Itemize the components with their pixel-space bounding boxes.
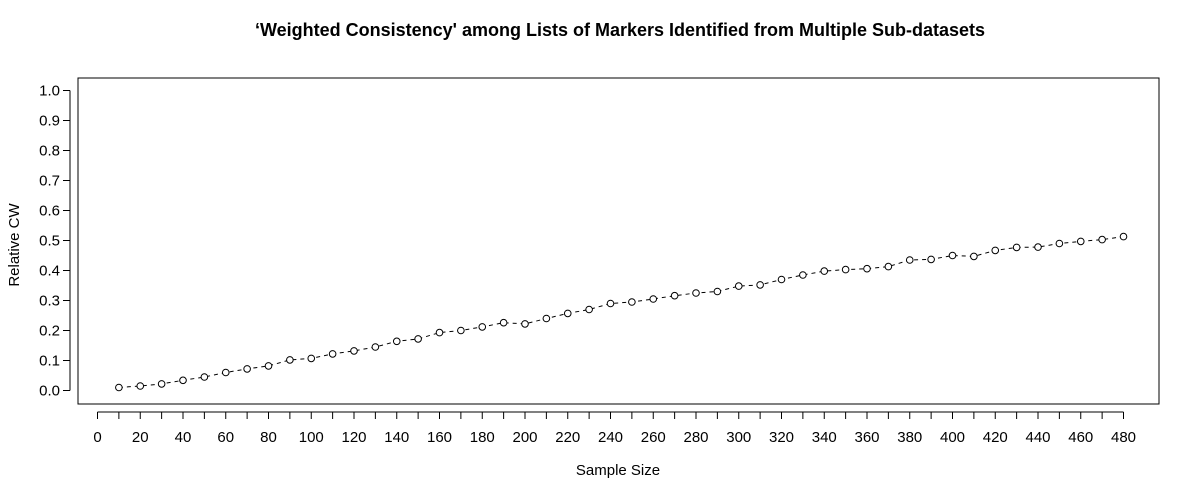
data-point <box>905 256 914 264</box>
x-tick-label: 40 <box>175 429 192 446</box>
data-point <box>841 265 850 274</box>
x-tick-label: 340 <box>812 429 837 446</box>
data-point <box>863 264 871 273</box>
data-point <box>115 383 123 392</box>
y-axis-label: Relative CW <box>6 202 23 286</box>
data-point <box>264 362 273 370</box>
x-axis: 0 20 40 60 80 100 120 140 160 180 200 220 240 260 280 3… <box>93 411 1136 446</box>
y-tick-label: 0.9 <box>39 113 60 130</box>
data-point <box>1076 237 1085 246</box>
x-tick-label: 60 <box>217 429 234 446</box>
data-point <box>1119 232 1128 241</box>
data-point <box>734 282 743 290</box>
data-point <box>521 320 529 328</box>
x-tick-label: 400 <box>940 429 965 446</box>
data-point <box>307 354 316 363</box>
data-point <box>628 298 636 306</box>
data-point <box>478 323 487 331</box>
data-point <box>286 356 294 364</box>
data-point <box>713 287 722 296</box>
data-point <box>927 255 935 264</box>
y-tick-label: 0.1 <box>39 353 60 370</box>
x-tick-label: 220 <box>555 429 580 446</box>
data-point <box>1098 235 1106 244</box>
x-tick-label: 100 <box>299 429 324 446</box>
x-tick-label: 360 <box>854 429 879 446</box>
data-point <box>777 275 786 284</box>
y-tick-label: 0.3 <box>39 293 60 310</box>
data-point <box>948 251 957 260</box>
data-point <box>799 271 807 279</box>
x-tick-label: 460 <box>1068 429 1093 446</box>
y-tick-label: 0.2 <box>39 323 60 340</box>
plot-frame <box>77 77 1160 405</box>
data-point <box>435 328 444 337</box>
data-point <box>243 365 251 373</box>
data-point <box>585 305 593 314</box>
x-tick-label: 20 <box>132 429 149 446</box>
data-point <box>179 376 187 385</box>
x-tick-label: 420 <box>983 429 1008 446</box>
data-point <box>820 267 829 275</box>
data-point <box>542 314 551 323</box>
y-axis: 0.0 0.1 0.2 0.3 0.4 0.5 0.6 0.7 0.8 0.9 1.0 <box>39 83 71 400</box>
x-tick-label: 120 <box>341 429 366 446</box>
data-point <box>1055 239 1064 248</box>
x-tick-label: 80 <box>260 429 277 446</box>
data-point <box>692 289 700 297</box>
data-point <box>756 281 764 289</box>
data-point <box>457 326 465 335</box>
y-tick-label: 1.0 <box>39 83 60 100</box>
y-tick-label: 0.6 <box>39 203 60 220</box>
data-point <box>499 318 508 327</box>
data-point <box>606 299 615 308</box>
y-tick-label: 0.0 <box>39 383 60 400</box>
x-tick-label: 160 <box>427 429 452 446</box>
x-tick-label: 380 <box>897 429 922 446</box>
x-tick-label: 240 <box>598 429 623 446</box>
data-point <box>221 368 230 377</box>
data-point <box>392 337 401 346</box>
x-axis-label: Sample Size <box>576 462 660 479</box>
x-tick-label: 440 <box>1025 429 1050 446</box>
data-point <box>328 350 337 358</box>
x-tick-label: 480 <box>1111 429 1136 446</box>
y-tick-label: 0.4 <box>39 263 60 280</box>
data-point <box>371 343 380 351</box>
data-point <box>991 246 1000 255</box>
x-tick-label: 300 <box>726 429 751 446</box>
y-tick-label: 0.8 <box>39 143 60 160</box>
x-tick-label: 0 <box>93 429 101 446</box>
y-tick-label: 0.5 <box>39 233 60 250</box>
data-point <box>1034 243 1042 251</box>
data-points <box>115 232 1128 392</box>
data-point <box>670 291 679 300</box>
data-point <box>200 373 209 381</box>
data-point <box>157 380 166 388</box>
chart-title: ‘Weighted Consistency' among Lists of Ma… <box>255 20 985 40</box>
data-point <box>563 309 572 318</box>
x-tick-label: 180 <box>470 429 495 446</box>
data-point <box>884 262 893 271</box>
x-tick-label: 320 <box>769 429 794 446</box>
data-point <box>970 252 978 261</box>
data-point <box>1012 243 1021 252</box>
x-tick-label: 200 <box>512 429 537 446</box>
y-tick-label: 0.7 <box>39 173 60 190</box>
x-tick-label: 280 <box>683 429 708 446</box>
x-tick-label: 140 <box>384 429 409 446</box>
data-point <box>350 347 358 355</box>
x-tick-label: 260 <box>641 429 666 446</box>
data-point <box>649 295 658 303</box>
data-point <box>414 335 422 343</box>
data-point <box>136 382 145 390</box>
